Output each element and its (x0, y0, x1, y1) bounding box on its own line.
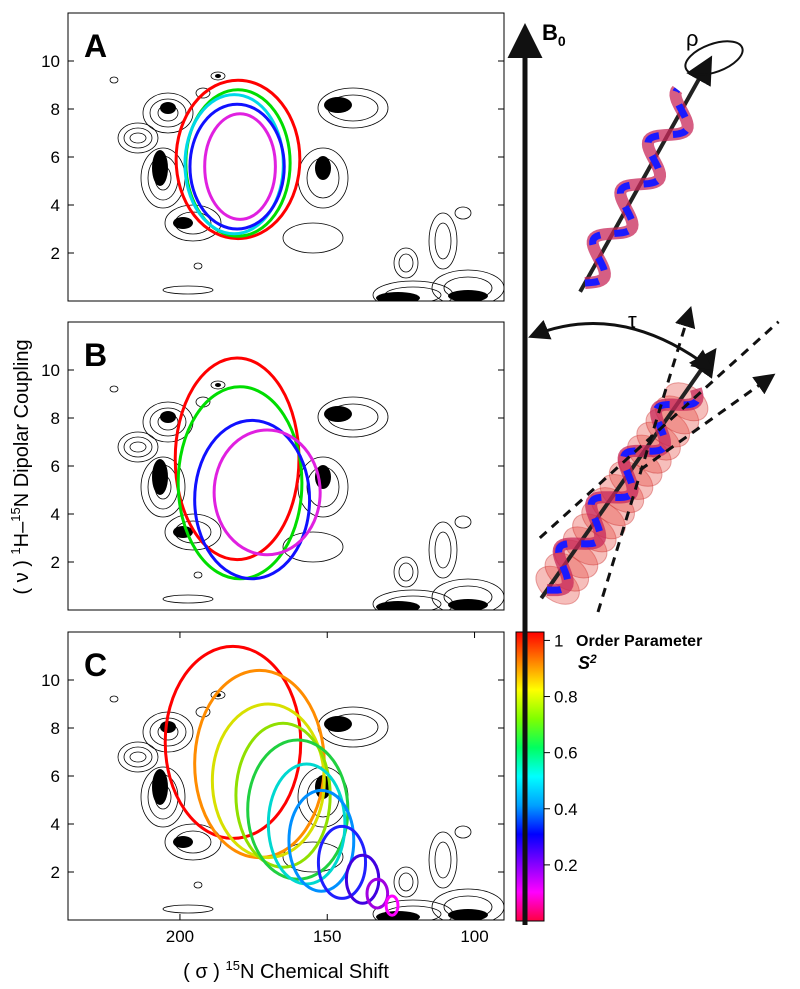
y-label-part: N Dipolar Coupling (11, 339, 33, 507)
y-tick-label: 10 (41, 671, 60, 690)
colorbar-tick-label: 0.6 (554, 744, 578, 763)
plot-area (109, 644, 504, 920)
field-label-main: B (542, 20, 558, 45)
field-label-sub: 0 (558, 33, 566, 49)
axes-frame (67, 321, 505, 611)
pisa-wheel (365, 877, 390, 910)
y-tick-label: 4 (51, 505, 60, 524)
pisa-wheel (210, 702, 326, 860)
plot-area (109, 356, 504, 610)
x-label-part: N Chemical Shift (240, 961, 389, 983)
y-tick-label: 4 (51, 196, 60, 215)
y-tick-label: 6 (51, 767, 60, 786)
axes-frame (67, 12, 505, 302)
rho-label: ρ (686, 26, 699, 51)
field-label: B0 (542, 20, 566, 49)
pisa-wheel (176, 385, 304, 581)
panel: 2 4 6 8 10 A (41, 12, 505, 302)
panel-label: B (84, 337, 107, 373)
y-label-sup: 1 (8, 547, 23, 554)
y-tick-label: 6 (51, 148, 60, 167)
y-tick-label: 2 (51, 553, 60, 572)
y-tick-label: 8 (51, 719, 60, 738)
pisa-wheel (246, 738, 350, 881)
y-tick-label: 6 (51, 457, 60, 476)
y-tick-label: 8 (51, 100, 60, 119)
colorbar-symbol-sup: 2 (589, 652, 597, 666)
colorbar-title: Order Parameter (576, 633, 702, 650)
colorbar-symbol: S2 (578, 652, 597, 673)
helix-ribbon-back (584, 85, 694, 289)
x-tick-label: 100 (460, 927, 488, 946)
dashed-axis (639, 373, 776, 472)
tilt-arc (528, 319, 714, 371)
helix-bottom (535, 347, 717, 605)
plot-area (109, 71, 504, 301)
panel-label: A (84, 28, 107, 64)
tau-label: τ (628, 308, 637, 333)
spectrum-contours (109, 71, 504, 301)
colorbar-tick-label: 0.8 (554, 688, 578, 707)
panel-label: C (84, 647, 107, 683)
pisa-wheel (212, 428, 322, 557)
panel: 2 4 6 8 10 200 150 100 C (41, 631, 505, 946)
spectrum-contours (109, 380, 504, 610)
y-tick-label: 8 (51, 409, 60, 428)
rotation-ellipse (684, 40, 744, 76)
y-tick-label: 2 (51, 244, 60, 263)
helix-ribbon (546, 388, 702, 594)
panel: 2 4 6 8 10 B (41, 321, 505, 611)
pisa-wheel (174, 78, 302, 241)
pisa-wheel (193, 418, 312, 581)
y-label-sup: 15 (8, 507, 23, 521)
colorbar: Order Parameter S2 0.2 0.4 0.6 0.8 1 (515, 631, 702, 922)
colorbar-tick-label: 0.4 (554, 800, 578, 819)
x-tick-label: 150 (313, 927, 341, 946)
pisa-wheel (188, 102, 286, 231)
pisa-wheel (316, 824, 368, 900)
helix-ribbon (584, 87, 692, 287)
y-tick-label: 10 (41, 52, 60, 71)
colorbar-tick-label: 0.2 (554, 856, 578, 875)
x-axis-label: ( σ ) 15N Chemical Shift (183, 958, 389, 983)
x-label-part: ( σ ) (183, 961, 225, 983)
helix-top (578, 55, 713, 293)
y-label-part: H– (11, 521, 33, 547)
dashed-axis (538, 320, 780, 539)
panels: 2 4 6 8 10 A 2 4 6 8 10 B 2 4 6 8 10 200 150 100 C (41, 12, 505, 946)
helix-diagram: B0 ρ τ (507, 20, 780, 925)
y-tick-label: 10 (41, 361, 60, 380)
pisa-wheel (287, 788, 356, 893)
x-tick-label: 200 (166, 927, 194, 946)
colorbar-tick-label: 1 (554, 631, 563, 650)
colorbar-scale (515, 631, 545, 922)
y-label-part: ( ν ) (11, 555, 33, 595)
pisa-wheel (384, 894, 400, 917)
y-tick-label: 4 (51, 815, 60, 834)
pisa-wheel (234, 721, 332, 869)
colorbar-symbol-main: S (578, 653, 590, 673)
y-tick-label: 2 (51, 863, 60, 882)
pisa-wheel (203, 112, 277, 221)
x-label-sup: 15 (225, 958, 239, 973)
y-axis-label: ( ν ) 1H–15N Dipolar Coupling (8, 339, 33, 594)
